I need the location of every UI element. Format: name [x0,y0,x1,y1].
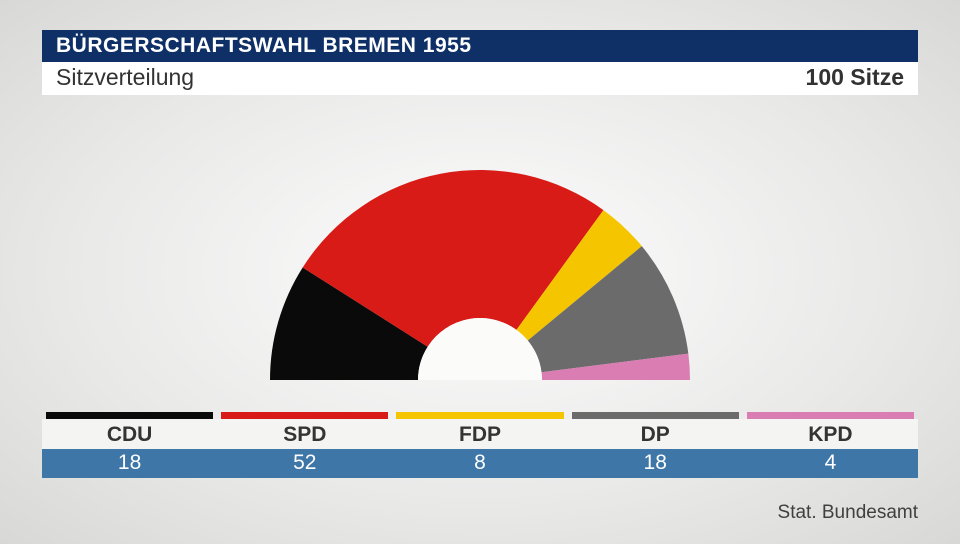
legend-seats-row: 18528184 [42,449,918,478]
subtitle-text: Sitzverteilung [56,64,194,91]
legend-seats-fdp: 8 [392,449,567,478]
legend-name-row: CDUSPDFDPDPKPD [42,419,918,449]
legend-name-fdp: FDP [392,419,567,449]
legend-name-dp: DP [568,419,743,449]
legend-color-strip-row [42,412,918,419]
legend-name-spd: SPD [217,419,392,449]
source-label: Stat. Bundesamt [778,502,918,524]
legend-seats-kpd: 4 [743,449,918,478]
legend-seats-spd: 52 [217,449,392,478]
legend-seats-dp: 18 [568,449,743,478]
legend-seats-cdu: 18 [42,449,217,478]
total-seats-label: 100 Sitze [806,64,904,91]
color-strip [396,412,563,419]
legend-name-kpd: KPD [743,419,918,449]
parliament-svg [180,130,780,390]
legend-strip-kpd [743,412,918,419]
main-title: BÜRGERSCHAFTSWAHL BREMEN 1955 [56,34,472,57]
color-strip [572,412,739,419]
parliament-chart [0,130,960,390]
legend-strip-spd [217,412,392,419]
color-strip [221,412,388,419]
legend: CDUSPDFDPDPKPD 18528184 [42,412,918,478]
subtitle-bar: Sitzverteilung 100 Sitze [42,62,918,95]
legend-strip-cdu [42,412,217,419]
title-bar: BÜRGERSCHAFTSWAHL BREMEN 1955 [42,30,918,62]
color-strip [747,412,914,419]
legend-strip-dp [568,412,743,419]
legend-strip-fdp [392,412,567,419]
header: BÜRGERSCHAFTSWAHL BREMEN 1955 Sitzvertei… [42,30,918,95]
legend-name-cdu: CDU [42,419,217,449]
color-strip [46,412,213,419]
